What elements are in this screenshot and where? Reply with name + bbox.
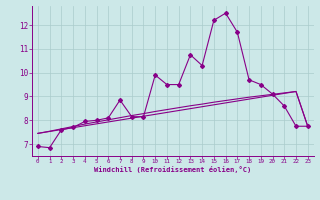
X-axis label: Windchill (Refroidissement éolien,°C): Windchill (Refroidissement éolien,°C) (94, 166, 252, 173)
